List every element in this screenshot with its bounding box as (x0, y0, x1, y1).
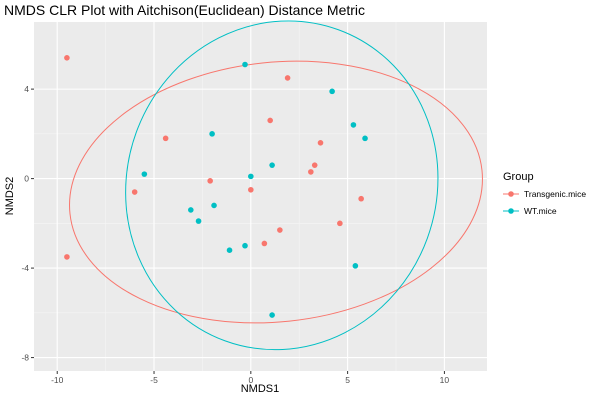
x-tick-label: -10 (51, 375, 64, 385)
point-wt-mice (362, 135, 368, 142)
legend-label: WT.mice (524, 206, 557, 216)
point-transgenic-mice (311, 162, 318, 168)
point-wt-mice (211, 202, 217, 209)
point-transgenic-mice (277, 227, 283, 233)
point-wt-mice (248, 173, 254, 180)
point-transgenic-mice (317, 140, 324, 146)
point-wt-mice (242, 242, 248, 249)
point-transgenic-mice (64, 254, 70, 260)
x-tick-label: -5 (150, 375, 158, 385)
point-transgenic-mice (261, 240, 268, 247)
axes: -10 -5 0 5 10 -8 -4 0 4 (21, 84, 449, 385)
confidence-ellipses (69, 20, 483, 351)
point-wt-mice (141, 171, 148, 177)
point-wt-mice (242, 61, 248, 68)
point-wt-mice (269, 162, 275, 168)
y-tick-label: 0 (24, 174, 29, 184)
point-transgenic-mice (207, 178, 213, 184)
legend: Group Transgenic.mice WT.mice (503, 171, 586, 216)
y-tick-label: 4 (24, 84, 29, 94)
point-transgenic-mice (267, 117, 273, 124)
x-tick-label: 10 (440, 375, 450, 385)
ellipse-wt-mice (125, 20, 439, 351)
legend-key-point (508, 191, 514, 197)
point-transgenic-mice (337, 220, 343, 227)
plot-panel (34, 22, 487, 371)
point-transgenic-mice (162, 135, 169, 142)
point-transgenic-mice (131, 189, 138, 195)
legend-label: Transgenic.mice (524, 189, 586, 199)
x-tick-label: 5 (345, 375, 350, 385)
point-transgenic-mice (64, 54, 70, 61)
point-wt-mice (269, 312, 275, 318)
y-tick-label: -8 (21, 353, 29, 363)
point-wt-mice (188, 207, 194, 213)
chart-title: NMDS CLR Plot with Aitchison(Euclidean) … (4, 2, 365, 18)
point-wt-mice (195, 218, 202, 224)
ellipse-transgenic-mice (69, 60, 483, 324)
legend-key-point (508, 208, 514, 214)
grid-lines (34, 22, 487, 371)
y-tick-label: -4 (21, 263, 29, 273)
point-transgenic-mice (248, 186, 254, 193)
point-transgenic-mice (284, 75, 291, 81)
legend-items: Transgenic.mice WT.mice (503, 189, 586, 216)
point-transgenic-mice (358, 195, 364, 202)
point-wt-mice (329, 88, 335, 95)
point-transgenic-mice (308, 169, 314, 175)
point-wt-mice (350, 122, 357, 128)
data-points (64, 54, 368, 318)
legend-title: Group (503, 171, 534, 183)
y-axis-title: NMDS2 (4, 177, 16, 216)
point-wt-mice (209, 131, 215, 137)
x-tick-label: 0 (248, 375, 253, 385)
point-wt-mice (352, 263, 359, 269)
point-wt-mice (226, 247, 233, 253)
x-axis-title: NMDS1 (241, 383, 280, 395)
